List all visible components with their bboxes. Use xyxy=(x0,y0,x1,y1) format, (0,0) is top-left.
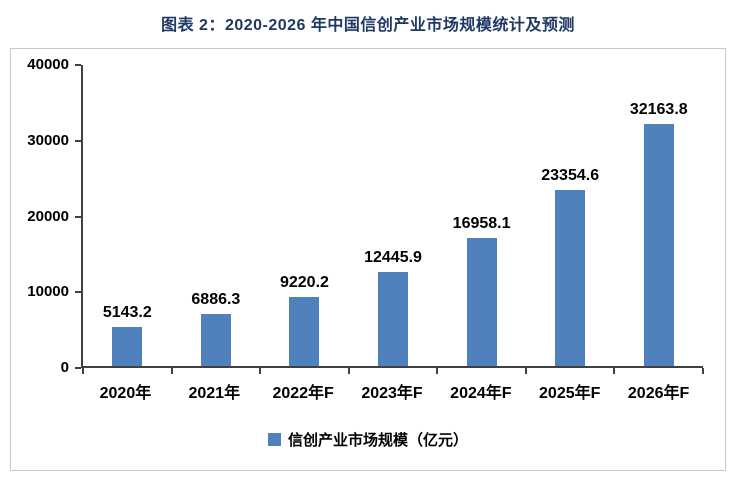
bar-value-label: 5143.2 xyxy=(102,304,152,322)
bar xyxy=(555,190,586,366)
bar-group: 9220.2 xyxy=(260,65,349,366)
plot-row: 0 10000 20000 30000 40000 5143.2 6886.3 9220.2… xyxy=(11,57,725,376)
bar-value-label: 32163.8 xyxy=(629,100,688,118)
x-tick-mark xyxy=(613,368,616,374)
legend: 信创产业市场规模（亿元） xyxy=(11,429,725,450)
bar-group: 23354.6 xyxy=(526,65,615,366)
bar-value-label: 16958.1 xyxy=(452,215,511,233)
bar-group: 6886.3 xyxy=(172,65,261,366)
bar xyxy=(378,272,409,366)
figure-title: 图表 2：2020-2026 年中国信创产业市场规模统计及预测 xyxy=(161,17,575,34)
y-tick-mark xyxy=(75,215,81,218)
y-tick-label: 10000 xyxy=(27,283,69,301)
bar-value-label: 23354.6 xyxy=(541,167,600,185)
bar-value-label: 12445.9 xyxy=(364,249,422,267)
bar xyxy=(112,327,143,366)
x-category-label: 2023年F xyxy=(361,385,423,402)
bar-value-label: 6886.3 xyxy=(191,291,241,309)
x-category-label: 2025年F xyxy=(539,385,601,402)
y-tick-label: 40000 xyxy=(27,56,69,73)
x-tick-mark xyxy=(524,368,527,374)
x-axis-spacer xyxy=(17,379,81,403)
x-category-label: 2020年 xyxy=(99,385,152,402)
legend-label: 信创产业市场规模（亿元） xyxy=(287,432,468,449)
bar xyxy=(643,123,674,366)
bar-group: 5143.2 xyxy=(83,65,172,366)
chart-container: 0 10000 20000 30000 40000 5143.2 6886.3 9220.2… xyxy=(10,48,726,471)
y-tick-mark xyxy=(75,291,81,294)
y-tick-mark xyxy=(75,367,81,369)
x-category-label: 2022年F xyxy=(272,385,334,402)
bar-group: 32163.8 xyxy=(614,65,703,366)
y-axis: 0 10000 20000 30000 40000 xyxy=(17,57,81,376)
x-tick-mark xyxy=(436,368,439,374)
y-tick-mark xyxy=(75,139,81,142)
bar-group: 12445.9 xyxy=(349,65,438,366)
x-tick-mark xyxy=(82,368,84,374)
x-category-label: 2021年 xyxy=(188,385,241,402)
x-category-label: 2026年F xyxy=(627,385,690,402)
plot-area: 5143.2 6886.3 9220.2 12445.9 16958.1 23354.6 3… xyxy=(81,65,704,374)
x-tick-mark xyxy=(259,368,262,374)
bar xyxy=(289,296,320,366)
bar-series: 5143.2 6886.3 9220.2 12445.9 16958.1 23354.6 3… xyxy=(83,65,703,366)
y-tick-mark xyxy=(75,64,81,66)
x-axis: 2020年 2021年 2022年F 2023年F 2024年F 2025年F 2026年F xyxy=(11,379,725,403)
x-tick-mark xyxy=(170,368,173,374)
legend-swatch xyxy=(267,433,281,446)
x-tick-mark xyxy=(347,368,350,374)
x-axis-labels: 2020年 2021年 2022年F 2023年F 2024年F 2025年F 2026年F xyxy=(81,379,703,403)
x-category-label: 2024年F xyxy=(450,385,512,402)
y-tick-label: 20000 xyxy=(27,207,69,225)
bar xyxy=(466,238,497,366)
y-tick-label: 0 xyxy=(60,359,69,376)
y-tick-label: 30000 xyxy=(27,131,69,149)
x-tick-mark xyxy=(702,368,704,374)
bar-value-label: 9220.2 xyxy=(279,273,329,291)
bar xyxy=(200,314,231,366)
bar-group: 16958.1 xyxy=(437,65,526,366)
